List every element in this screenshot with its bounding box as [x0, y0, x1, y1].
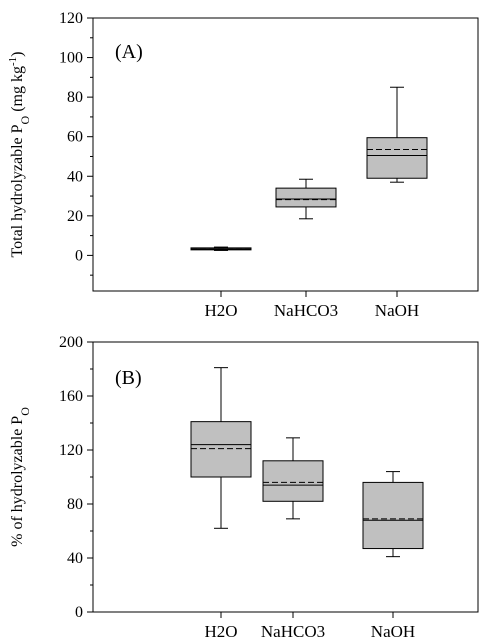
- y-tick-label: 20: [67, 208, 83, 225]
- y-axis-label-unit-superscript: -1: [7, 57, 19, 66]
- x-tick-label: NaHCO3: [274, 301, 338, 320]
- iqr-box: [362, 481, 424, 550]
- y-axis-label-main: % of hydrolyzable P: [9, 416, 26, 547]
- y-tick-label: 80: [67, 89, 83, 106]
- box-naoh: [362, 471, 424, 558]
- y-tick-label: 120: [59, 442, 83, 459]
- iqr-box: [275, 187, 337, 208]
- plot-frame: [92, 17, 479, 292]
- x-tick-label: H2O: [204, 622, 237, 641]
- y-tick-label: 100: [59, 50, 83, 67]
- y-tick-label: 60: [67, 129, 83, 146]
- panel-a: 0 20 40 60 80 100 120 H2O NaHCO3 NaOH (A) Total hyd…: [7, 10, 479, 320]
- x-tick-label: H2O: [204, 301, 237, 320]
- y-axis-label-subscript: O: [18, 115, 32, 124]
- panel-label: (B): [115, 367, 142, 389]
- box-nahco3: [275, 178, 337, 220]
- y-tick-label: 40: [67, 550, 83, 567]
- iqr-box: [366, 137, 428, 179]
- y-tick-label: 0: [75, 247, 83, 264]
- panel-b: 0 40 80 120 160 200 H2O NaHCO3 NaOH (B) % of hydro…: [9, 334, 479, 641]
- y-tick-label: 40: [67, 168, 83, 185]
- panel-label: (A): [115, 41, 143, 63]
- y-axis-label-main: Total hydrolyzable P: [9, 124, 26, 257]
- y-tick-label: 0: [75, 604, 83, 621]
- box-nahco3: [262, 437, 324, 520]
- y-axis-label: % of hydrolyzable PO: [9, 407, 32, 547]
- x-tick-label: NaOH: [375, 301, 419, 320]
- y-axis-label-unit-close: ): [9, 51, 26, 56]
- box-h2o: [190, 367, 252, 529]
- box-h2o: [190, 246, 252, 251]
- box-naoh: [366, 86, 428, 183]
- iqr-box: [262, 460, 324, 502]
- iqr-box: [190, 421, 252, 478]
- y-axis-label-unit: (mg kg: [9, 66, 26, 116]
- y-tick-label: 120: [59, 10, 83, 27]
- y-tick-label: 80: [67, 496, 83, 513]
- y-axis-label: Total hydrolyzable PO (mg kg-1): [7, 51, 32, 257]
- y-tick-label: 160: [59, 388, 83, 405]
- x-tick-label: NaOH: [371, 622, 415, 641]
- x-tick-label: NaHCO3: [261, 622, 325, 641]
- y-axis-label-subscript: O: [18, 407, 32, 416]
- y-tick-label: 200: [59, 334, 83, 351]
